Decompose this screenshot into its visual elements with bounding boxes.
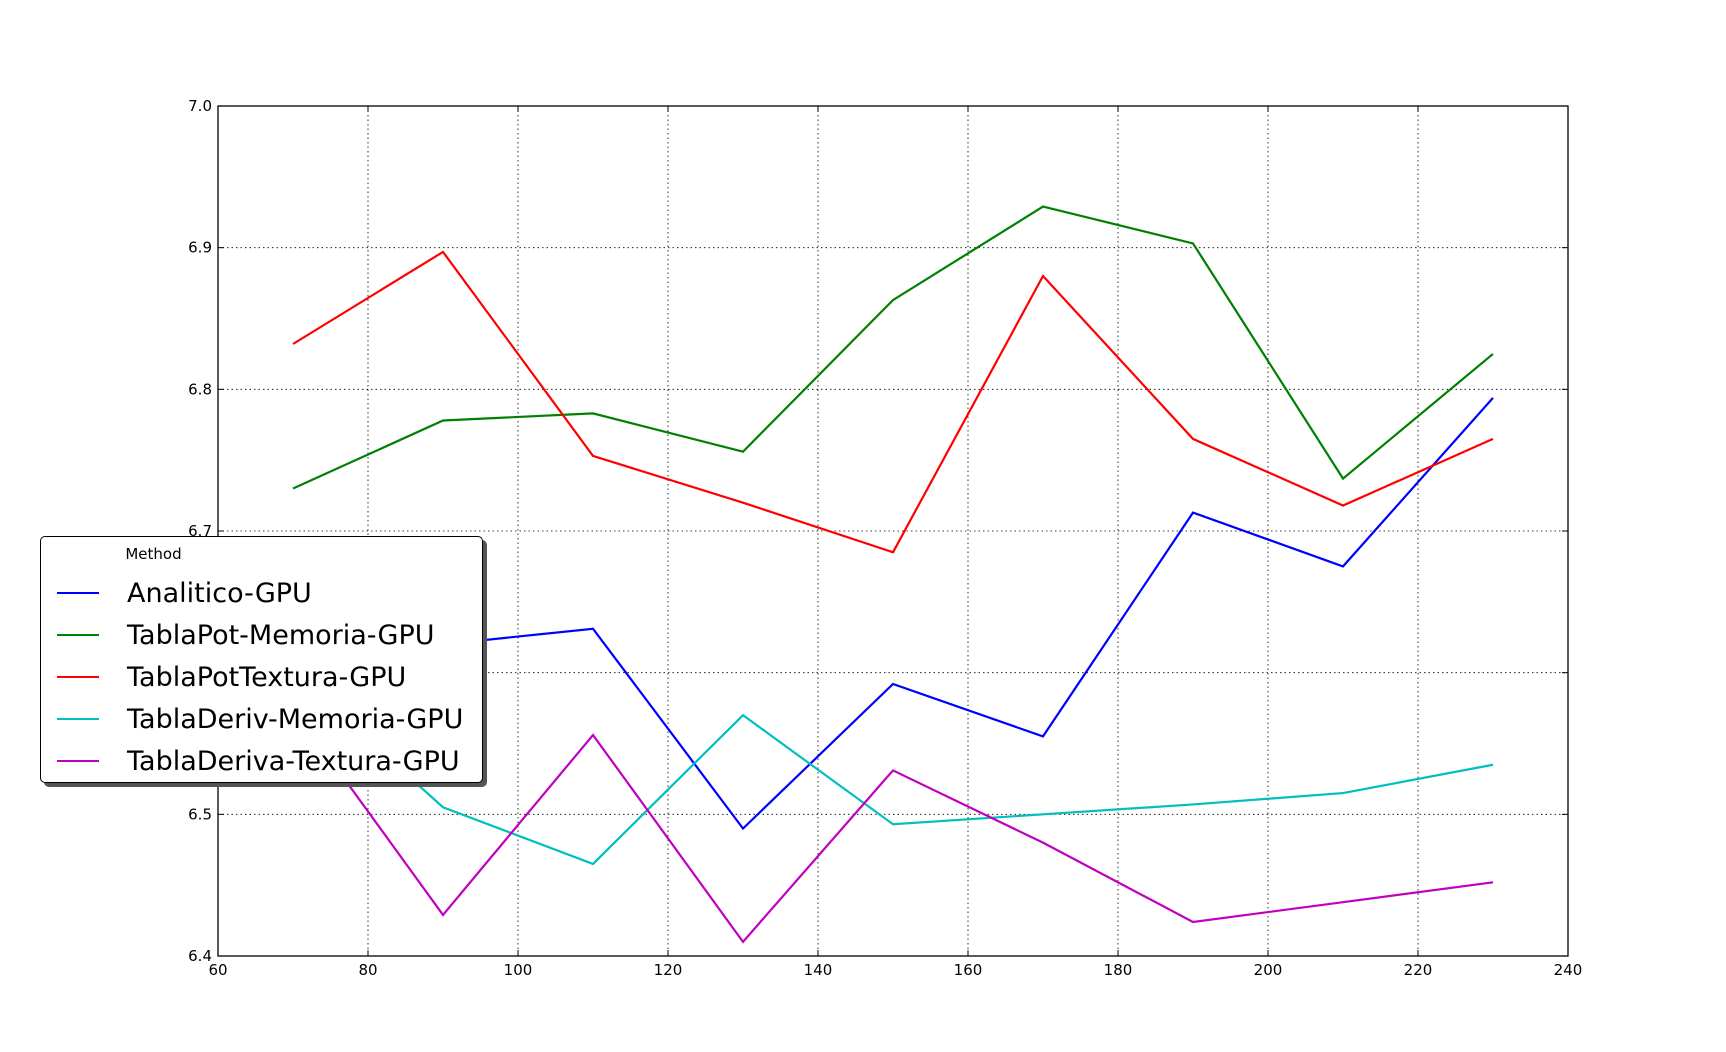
axis-ticks: [217, 105, 1569, 957]
legend-swatch: [57, 592, 99, 594]
legend-swatch: [57, 634, 99, 636]
legend-title: Method: [125, 545, 182, 563]
y-tick-label: 6.7: [188, 522, 212, 540]
series-line-tabladeriva-textura-gpu: [292, 707, 1494, 944]
x-tick-label: 100: [504, 961, 533, 979]
x-tick-label: 200: [1254, 961, 1283, 979]
series-line-tablapot-memoria-gpu: [292, 205, 1494, 490]
legend-swatch: [57, 718, 99, 720]
series-line-analitico-gpu: [292, 397, 1494, 831]
legend-swatch: [57, 760, 99, 762]
legend-label: TablaPot-Memoria-GPU: [127, 619, 435, 651]
series-line-tablapottextura-gpu: [292, 250, 1494, 554]
legend-entry: TablaPot-Memoria-GPU: [57, 615, 435, 655]
legend-entry: TablaDeriv-Memoria-GPU: [57, 699, 463, 739]
x-tick-label: 60: [208, 961, 227, 979]
legend-label: TablaDeriva-Textura-GPU: [127, 745, 460, 777]
x-tick-label: 140: [804, 961, 833, 979]
legend-entry: TablaPotTextura-GPU: [57, 657, 406, 697]
series-line-tabladeriv-memoria-gpu: [292, 671, 1494, 866]
legend-entry: Analitico-GPU: [57, 573, 312, 613]
x-tick-label: 160: [954, 961, 983, 979]
legend-entry: TablaDeriva-Textura-GPU: [57, 741, 460, 781]
legend-label: Analitico-GPU: [127, 577, 312, 609]
x-tick-label: 240: [1554, 961, 1583, 979]
y-tick-label: 6.4: [188, 947, 212, 965]
legend-label: TablaDeriv-Memoria-GPU: [127, 703, 464, 735]
legend: Method Analitico-GPU TablaPot-Memoria-GPU…: [40, 536, 483, 783]
x-tick-label: 80: [358, 961, 377, 979]
y-tick-label: 6.5: [188, 805, 212, 823]
x-tick-label: 220: [1404, 961, 1433, 979]
y-tick-label: 6.9: [188, 239, 212, 257]
series-lines: [292, 205, 1494, 944]
x-tick-labels: 60 80 100 120 140 160 180 200 220 240: [208, 961, 1582, 979]
x-tick-label: 120: [654, 961, 683, 979]
grid-lines: [218, 106, 1568, 956]
legend-label: TablaPotTextura-GPU: [127, 661, 407, 693]
y-tick-label: 7.0: [188, 97, 212, 115]
y-tick-labels: 6.46.56.66.76.86.97.0: [188, 97, 212, 965]
legend-swatch: [57, 676, 99, 678]
y-tick-label: 6.8: [188, 380, 212, 398]
x-tick-label: 180: [1104, 961, 1133, 979]
